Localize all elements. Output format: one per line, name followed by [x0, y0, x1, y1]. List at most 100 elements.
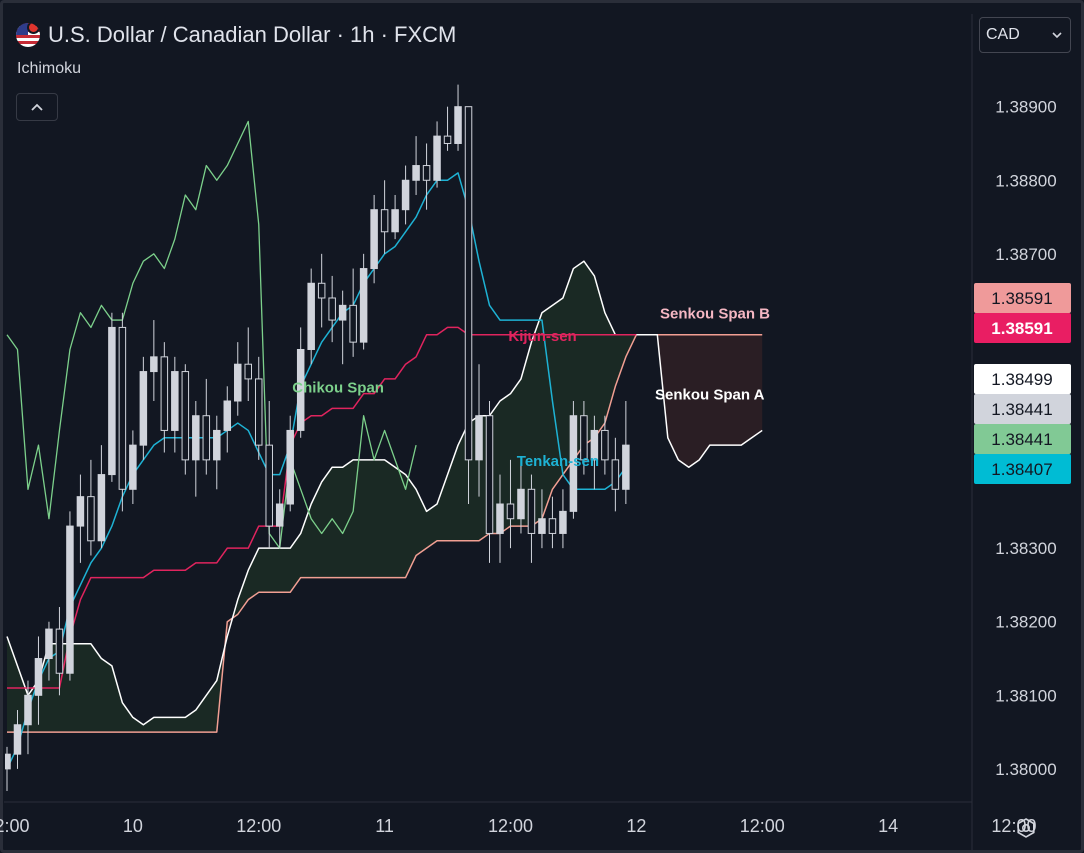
- y-tick-label-6: 1.38900: [995, 98, 1056, 117]
- candle-body-26: [275, 503, 284, 527]
- candle-body-13: [139, 371, 148, 446]
- candle-body-40: [422, 165, 431, 181]
- candle-body-49: [517, 488, 525, 520]
- y-tick-label-1: 1.38100: [995, 686, 1056, 705]
- currency-value: CAD: [986, 26, 1020, 43]
- candle-body-22: [234, 363, 242, 402]
- price-label-bg-tenkan-sen: [974, 454, 1071, 484]
- candle-body-37: [391, 209, 399, 233]
- candle-body-14: [150, 356, 158, 373]
- x-tick-label-6: 12:00: [740, 816, 785, 836]
- candle-body-33: [349, 304, 357, 343]
- settings-gear-icon[interactable]: [1011, 813, 1041, 843]
- candle-body-7: [76, 496, 85, 527]
- price-label-bg-kijun-sen: [974, 313, 1071, 343]
- price-label-chikou-span: 1.38441: [991, 430, 1052, 449]
- candle-body-39: [412, 165, 420, 181]
- annotation-label-0: Kijun-sen: [508, 328, 576, 345]
- price-label-bg-close: [974, 394, 1071, 424]
- candle-body-55: [580, 415, 588, 461]
- candle-body-51: [538, 518, 546, 534]
- candle-body-5: [55, 628, 64, 674]
- candle-body-8: [87, 496, 95, 542]
- price-label-bg-chikou-span: [974, 424, 1071, 454]
- currency-select[interactable]: CAD: [979, 17, 1071, 53]
- candle-body-42: [443, 135, 452, 144]
- candle-body-30: [317, 282, 326, 299]
- annotation-label-1: Chikou Span: [292, 379, 384, 396]
- candle-body-29: [307, 282, 315, 350]
- y-tick-label-0: 1.38000: [995, 760, 1056, 779]
- price-label-senkou-span-b: 1.38591: [991, 289, 1052, 308]
- price-label-close: 1.38441: [991, 400, 1052, 419]
- candle-body-11: [118, 326, 127, 490]
- chart-title-row[interactable]: U.S. Dollar / Canadian Dollar · 1h · FXC…: [16, 20, 456, 50]
- price-label-senkou-span-a: 1.38499: [991, 370, 1052, 389]
- x-tick-label-3: 11: [375, 816, 394, 836]
- candle-body-0: [5, 753, 11, 770]
- candle-body-38: [401, 179, 410, 211]
- candle-body-19: [202, 415, 211, 461]
- x-tick-label-1: 10: [123, 816, 143, 836]
- candle-body-31: [328, 297, 336, 321]
- price-label-bg-senkou-span-a: [974, 364, 1071, 394]
- candle-body-44: [464, 106, 473, 461]
- y-tick-label-2: 1.38200: [995, 613, 1056, 632]
- annotation-label-3: Senkou Span B: [660, 306, 770, 323]
- candle-body-2: [24, 694, 32, 726]
- candle-body-20: [213, 429, 221, 461]
- candle-body-32: [338, 304, 347, 321]
- price-label-kijun-sen: 1.38591: [991, 319, 1052, 338]
- x-tick-label-7: 14: [878, 816, 898, 836]
- candle-body-15: [160, 356, 169, 431]
- price-label-bg-senkou-span-b: [974, 283, 1071, 313]
- candle-body-17: [181, 371, 190, 461]
- chevron-up-icon: [31, 103, 43, 111]
- candle-body-18: [192, 415, 200, 461]
- kumo-cloud-bear-3: [657, 334, 763, 468]
- candle-body-23: [244, 363, 253, 380]
- chikou-span-line: [6, 120, 417, 549]
- candle-body-59: [622, 444, 630, 490]
- candle-body-24: [254, 378, 263, 446]
- candle-body-10: [108, 326, 116, 476]
- y-tick-label-5: 1.38800: [995, 171, 1056, 190]
- candle-body-3: [34, 658, 43, 696]
- tenkan-sen-line: [6, 172, 627, 770]
- candle-body-28: [296, 348, 305, 431]
- candle-body-47: [496, 503, 504, 534]
- x-tick-label-2: 12:00: [236, 816, 281, 836]
- candle-body-46: [485, 415, 494, 534]
- x-tick-label-0: 12:00: [0, 816, 30, 836]
- chart-title: U.S. Dollar / Canadian Dollar · 1h · FXC…: [48, 22, 457, 47]
- candle-body-45: [475, 415, 483, 461]
- candle-body-4: [45, 628, 53, 660]
- candle-body-53: [559, 510, 567, 534]
- price-axis[interactable]: 1.38000 1.38100 1.38200 1.38300 1.38700 1.388…: [995, 98, 1056, 779]
- collapse-button[interactable]: [16, 93, 58, 121]
- candle-body-34: [359, 268, 368, 343]
- annotation-layer: Kijun-sen Chikou Span Tenkan-sen Senkou Spa…: [292, 306, 770, 470]
- candle-body-50: [527, 488, 536, 534]
- chevron-down-icon: [1052, 32, 1062, 39]
- plot-layer: [5, 84, 763, 791]
- candle-body-27: [286, 429, 294, 505]
- candle-body-6: [66, 525, 74, 674]
- indicator-name[interactable]: Ichimoku: [17, 60, 82, 77]
- annotation-label-2: Tenkan-sen: [517, 453, 599, 470]
- us-flag-icon: [16, 23, 40, 47]
- candle-body-35: [370, 209, 378, 270]
- candle-body-12: [129, 444, 137, 490]
- candle-body-43: [454, 106, 462, 144]
- candle-body-57: [601, 429, 609, 461]
- candle-body-54: [569, 415, 578, 512]
- candle-body-25: [265, 444, 273, 527]
- price-label-tenkan-sen: 1.38407: [991, 460, 1052, 479]
- candle-body-58: [611, 459, 620, 490]
- y-tick-label-3: 1.38300: [995, 539, 1056, 558]
- candle-body-56: [590, 429, 599, 461]
- annotation-label-4: Senkou Span A: [655, 387, 765, 404]
- candle-body-36: [380, 209, 389, 233]
